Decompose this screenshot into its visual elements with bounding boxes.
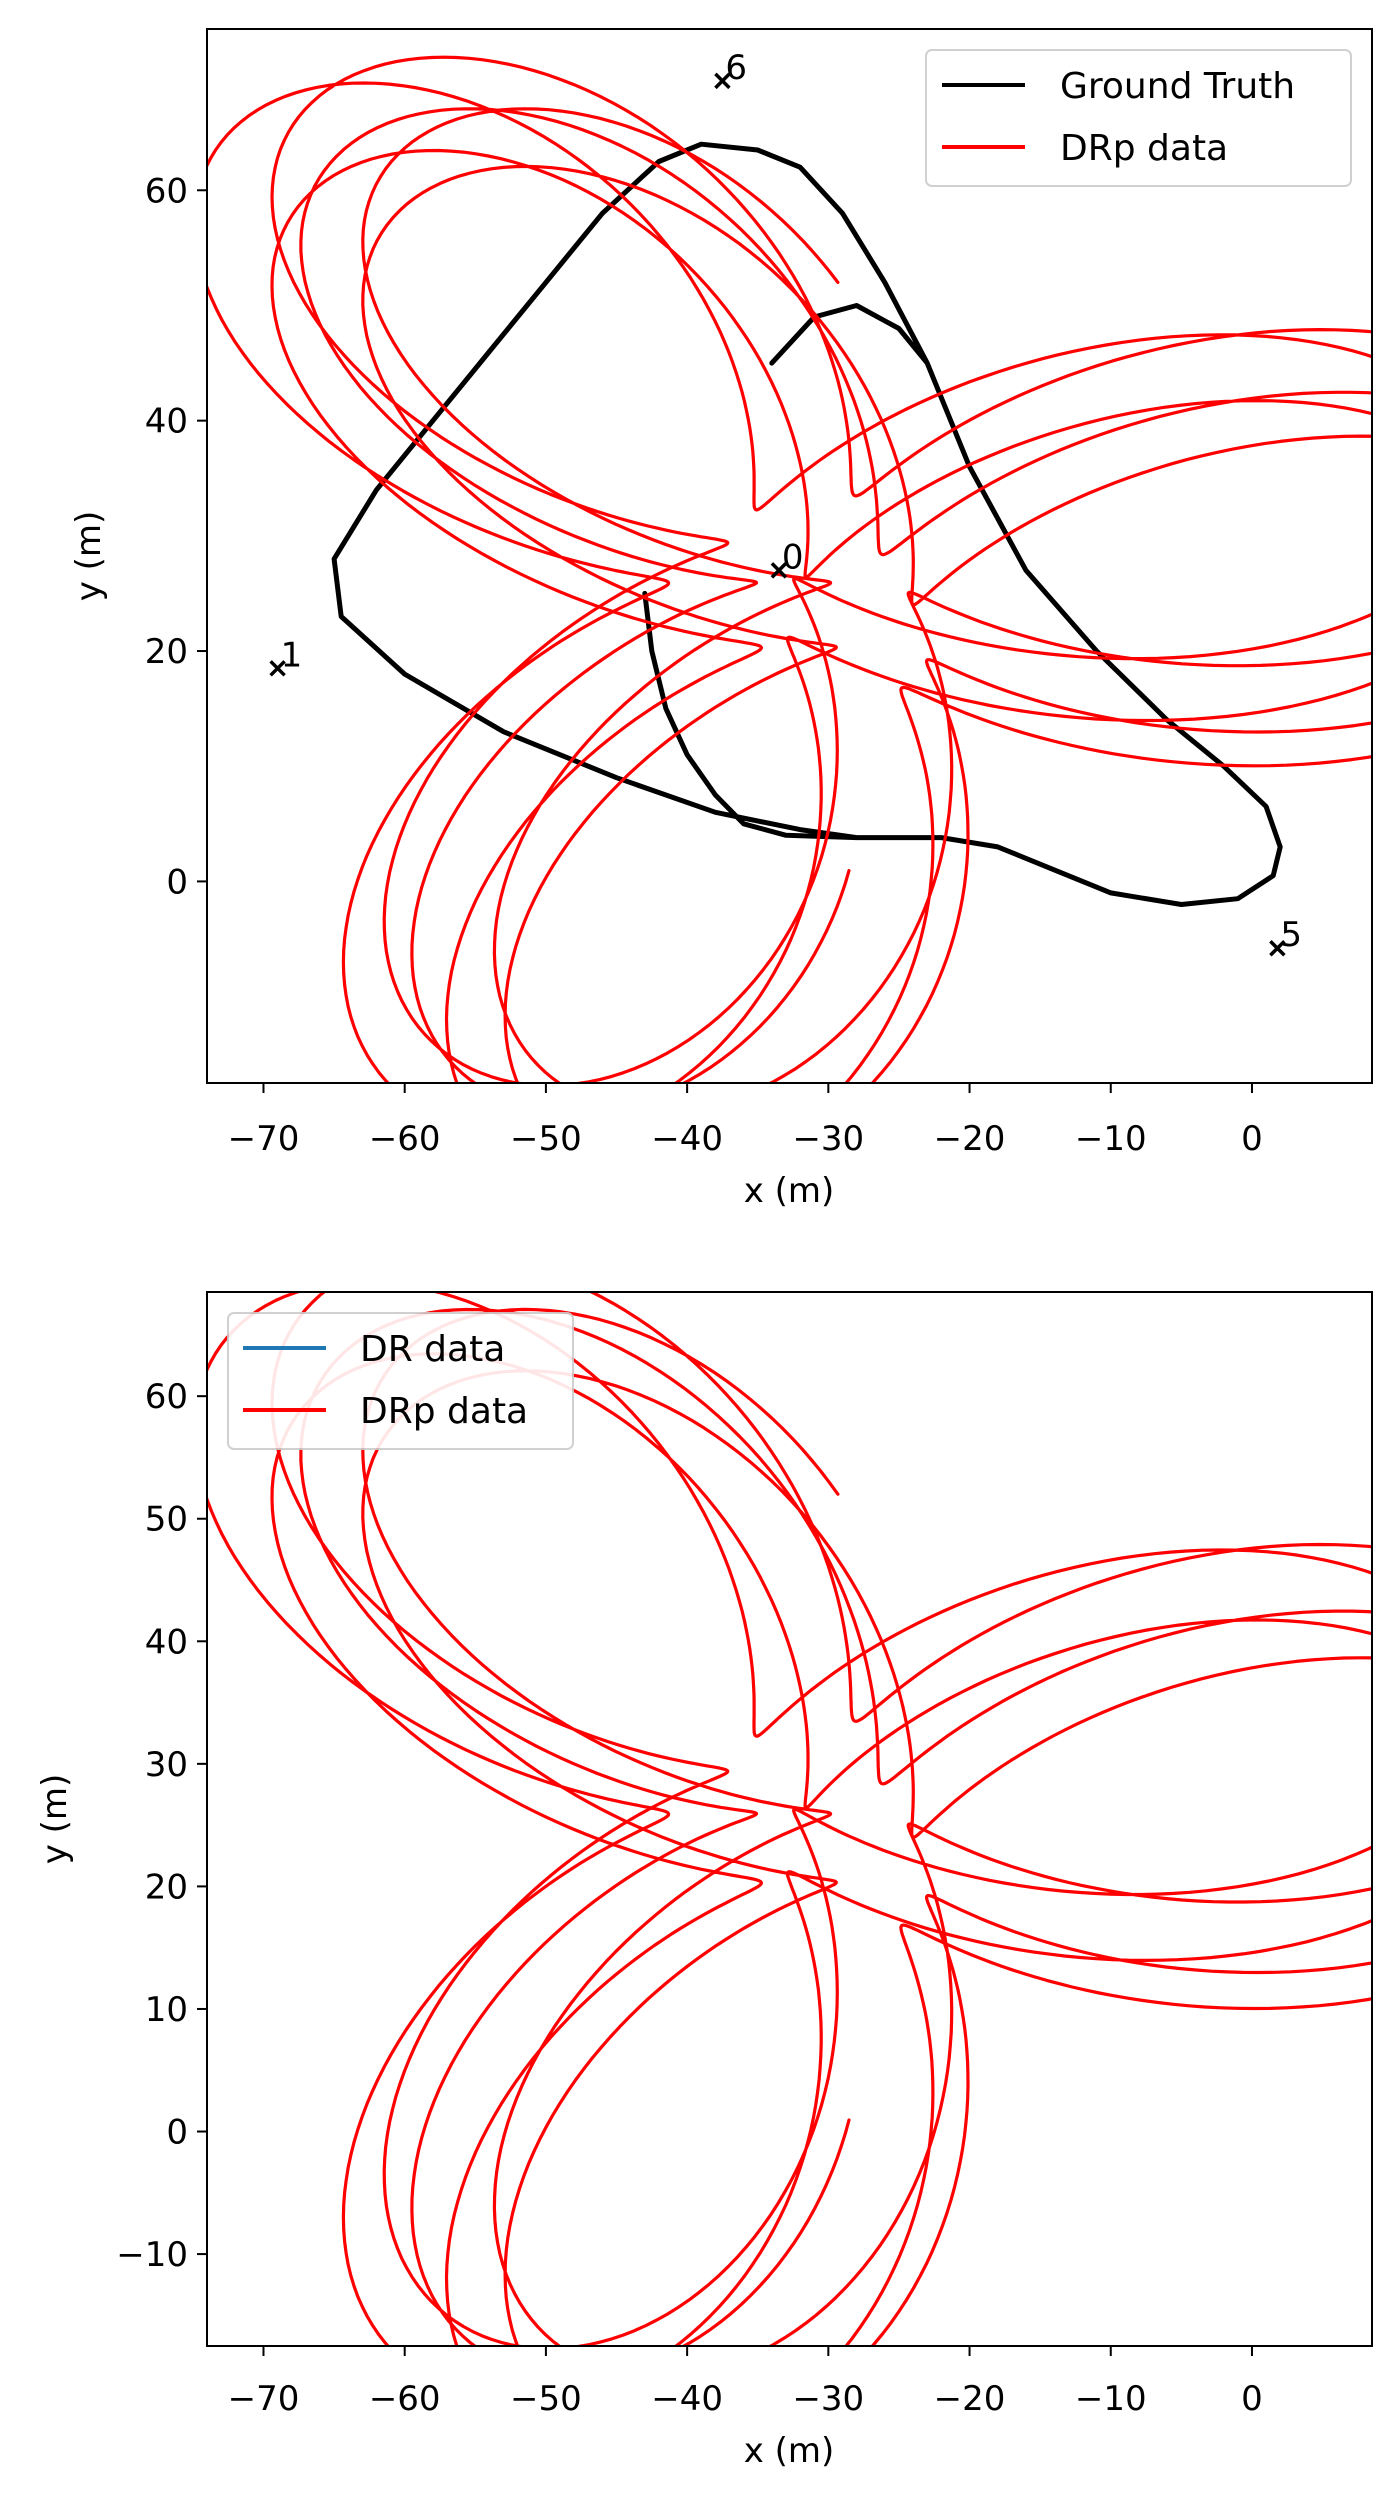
top-legend: Ground Truth DRp data xyxy=(925,49,1352,187)
top-x-axis-label: x (m) xyxy=(744,1171,835,1211)
bottom-y-ticks: −10 0 10 20 30 40 50 60 xyxy=(116,1377,207,2275)
top-x-ticks: −70 −60 −50 −40 −30 −20 −10 0 xyxy=(228,1083,1263,1159)
bottom-y-tick-label: 0 xyxy=(166,2113,188,2153)
bottom-x-tick-label: −10 xyxy=(1075,2379,1147,2419)
top-legend-ground-truth: Ground Truth xyxy=(1060,66,1295,107)
bottom-x-axis-label: x (m) xyxy=(744,2431,835,2471)
top-marker-label: 0 xyxy=(782,537,804,577)
bottom-plot-lines xyxy=(207,1292,1372,2346)
bottom-plot: −70 −60 −50 −40 −30 −20 −10 0 −100102030405060 … xyxy=(35,1291,1373,2471)
bottom-y-tick-label: 30 xyxy=(145,1745,188,1785)
top-plot-lines xyxy=(207,55,1372,1083)
top-y-tick-label: 20 xyxy=(145,632,188,672)
top-series-ground-truth xyxy=(331,141,1283,907)
top-x-tick-label: −40 xyxy=(651,1119,723,1159)
top-y-tick-label: 60 xyxy=(145,171,188,211)
bottom-y-axis-label: y (m) xyxy=(35,1774,75,1865)
top-legend-drp: DRp data xyxy=(1060,128,1228,169)
top-plot-frame xyxy=(206,28,1373,1084)
bottom-x-tick-label: −60 xyxy=(369,2379,441,2419)
top-y-ticks: 0 20 40 60 xyxy=(145,171,207,902)
top-marker-1: 1 xyxy=(269,635,303,677)
top-x-tick-label: −50 xyxy=(510,1119,582,1159)
bottom-y-tick-label: 20 xyxy=(145,1867,188,1907)
bottom-x-tick-label: −30 xyxy=(792,2379,864,2419)
top-x-tick-label: −20 xyxy=(934,1119,1006,1159)
bottom-legend-drp: DRp data xyxy=(360,1391,528,1432)
top-x-tick-label: −60 xyxy=(369,1119,441,1159)
top-x-tick-label: 0 xyxy=(1241,1119,1263,1159)
bottom-y-tick-label: 10 xyxy=(145,1990,188,2030)
bottom-y-tick-label: 40 xyxy=(145,1622,188,1662)
top-marker-6: 6 xyxy=(714,48,747,90)
bottom-legend-dr: DR data xyxy=(360,1329,505,1370)
top-marker-label: 6 xyxy=(725,48,747,88)
top-y-tick-label: 40 xyxy=(145,402,188,442)
top-series-drp-data xyxy=(207,55,1372,1083)
bottom-x-ticks: −70 −60 −50 −40 −30 −20 −10 0 xyxy=(228,2346,1263,2419)
bottom-y-tick-label: 50 xyxy=(145,1500,188,1540)
bottom-y-tick-label: 60 xyxy=(145,1377,188,1417)
bottom-legend: DR data DRp data xyxy=(227,1312,574,1450)
top-x-tick-label: −10 xyxy=(1075,1119,1147,1159)
bottom-x-tick-label: −40 xyxy=(651,2379,723,2419)
bottom-y-tick-label: −10 xyxy=(116,2235,188,2275)
top-y-axis-label: y (m) xyxy=(69,511,109,602)
top-legend-box xyxy=(925,49,1352,187)
bottom-x-tick-label: −50 xyxy=(510,2379,582,2419)
top-marker-0: 0 xyxy=(770,537,804,579)
top-marker-label: 5 xyxy=(1280,915,1302,955)
top-marker-5: 5 xyxy=(1269,915,1302,957)
top-markers: 0 1 5 6 xyxy=(269,48,1302,957)
bottom-x-tick-label: −20 xyxy=(934,2379,1006,2419)
bottom-x-tick-label: 0 xyxy=(1241,2379,1263,2419)
bottom-x-tick-label: −70 xyxy=(228,2379,300,2419)
bottom-series-drp-data xyxy=(207,1292,1372,2346)
top-plot: −70 −60 −50 −40 −30 −20 −10 0 0 20 40 60 0 1 5 6 x (m… xyxy=(69,28,1373,1211)
top-marker-label: 1 xyxy=(281,635,303,675)
top-y-tick-label: 0 xyxy=(166,862,188,902)
top-x-tick-label: −30 xyxy=(792,1119,864,1159)
bottom-plot-frame xyxy=(206,1291,1373,2347)
top-x-tick-label: −70 xyxy=(228,1119,300,1159)
